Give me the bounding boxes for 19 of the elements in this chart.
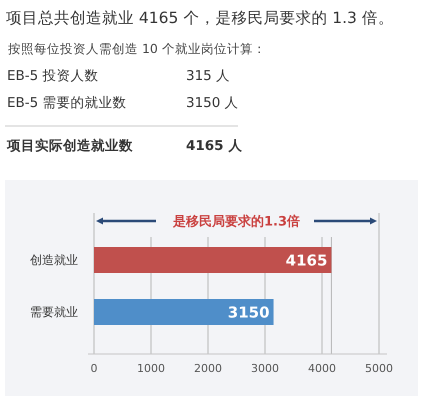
text: 4165 人 xyxy=(186,138,244,154)
text: EB-5 投资人数 xyxy=(7,68,99,84)
text: 项目实际创造就业数 xyxy=(6,137,134,154)
chart-title: 项目总共创造就业 4165 个，是移民局要求的 1.3 倍。 xyxy=(6,9,394,27)
text: 3150 人 xyxy=(186,95,239,111)
text: 315 人 xyxy=(186,68,230,84)
x-tick-label: 4000 xyxy=(308,362,336,375)
x-tick-label: 1000 xyxy=(137,362,165,375)
x-tick-label: 5000 xyxy=(365,362,393,375)
data-label: 3150 xyxy=(228,303,270,322)
text: 是移民局要求的1.3倍 xyxy=(172,214,300,230)
x-tick-label: 2000 xyxy=(194,362,222,375)
y-tick-label: 创造就业 xyxy=(30,252,78,267)
x-tick-label: 0 xyxy=(90,362,98,375)
chart-subtitle: 按照每位投资人需创造 10 个就业岗位计算： xyxy=(8,41,266,56)
text: EB-5 需要的就业数 xyxy=(7,95,127,111)
data-label: 4165 xyxy=(286,251,328,270)
y-tick-label: 需要就业 xyxy=(30,304,78,319)
x-tick-label: 3000 xyxy=(251,362,279,375)
